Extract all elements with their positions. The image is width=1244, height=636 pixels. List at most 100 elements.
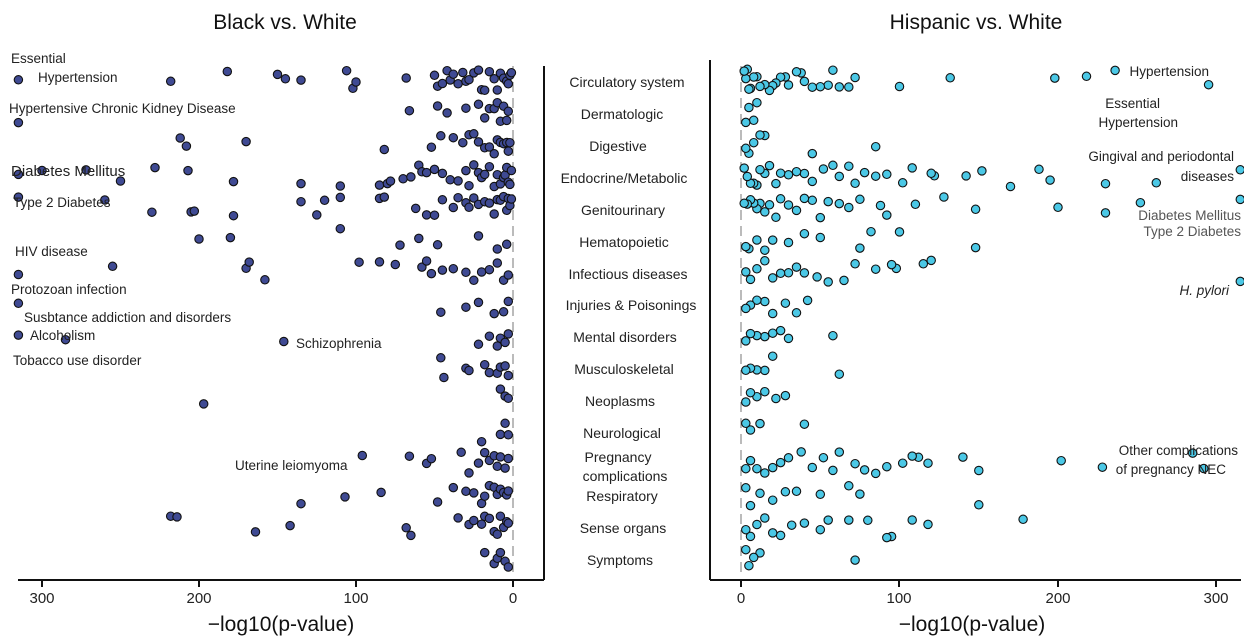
right-tick-label-200: 200 <box>1045 590 1070 607</box>
left-point-cat3-23 <box>469 160 479 170</box>
left-point-cat2-10 <box>473 137 484 147</box>
left-point-cat3-5 <box>183 165 193 176</box>
right-point-cat5-8 <box>760 245 770 255</box>
right-point-cat0-1 <box>1110 65 1120 76</box>
right-point-cat3-26 <box>764 160 775 171</box>
left-point-cat6-12 <box>448 263 459 274</box>
right-point-cat11-0 <box>799 419 810 429</box>
right-point-cat5-5 <box>799 228 810 239</box>
right-point-cat12-0 <box>1199 463 1209 474</box>
left-panel-title: Black vs. White <box>213 11 357 34</box>
left-point-cat2-7 <box>458 137 468 148</box>
category-label-symptoms: Symptoms <box>587 552 653 568</box>
left-point-cat13-5 <box>461 486 471 497</box>
right-point-cat3-18 <box>828 160 838 171</box>
left-point-cat3-11 <box>385 176 396 186</box>
right-point-cat3-12 <box>882 169 892 180</box>
left-annot-essential-line2: Hypertension <box>38 70 118 85</box>
right-point-cat13-9 <box>741 483 751 493</box>
right-point-cat0-5 <box>894 81 905 92</box>
right-point-cat10-4 <box>745 387 756 398</box>
category-label-respiratory: Respiratory <box>586 488 658 504</box>
right-point-cat0-23 <box>755 81 765 92</box>
right-point-cat9-2 <box>760 365 770 376</box>
right-point-cat12-8 <box>907 451 917 461</box>
left-point-cat1-1 <box>404 105 415 116</box>
left-point-cat7-4 <box>489 308 499 319</box>
left-point-cat13-0 <box>296 498 306 509</box>
left-point-cat2-2 <box>241 136 251 147</box>
right-annot-hpylori: H. pylori <box>1179 283 1230 298</box>
right-point-cat4-16 <box>791 205 802 216</box>
left-point-cat3-35 <box>505 179 515 190</box>
right-annot-gingival-line2: diseases <box>1181 169 1235 184</box>
left-point-cat8-3 <box>473 339 484 350</box>
right-point-cat15-1 <box>755 548 765 558</box>
right-annot-dm-line1: Diabetes Mellitus <box>1138 208 1241 223</box>
left-point-cat6-1 <box>107 261 118 272</box>
right-point-cat5-1 <box>894 227 905 237</box>
left-point-cat0-24 <box>484 66 495 77</box>
right-point-cat9-1 <box>767 351 778 361</box>
right-point-cat5-3 <box>855 243 865 253</box>
left-point-cat8-4 <box>484 331 495 341</box>
right-point-cat0-4 <box>945 73 955 83</box>
left-point-cat0-19 <box>464 74 474 85</box>
left-point-cat4-14 <box>429 210 440 220</box>
right-point-cat0-10 <box>823 80 833 90</box>
left-point-cat3-7 <box>296 178 306 189</box>
category-label-hematopoietic: Hematopoietic <box>579 234 669 250</box>
left-point-cat14-17 <box>503 518 514 528</box>
left-point-cat6-9 <box>421 256 432 266</box>
left-point-cat2-19 <box>505 137 515 148</box>
right-point-cat2-6 <box>741 143 751 154</box>
right-point-cat12-2 <box>1097 462 1108 472</box>
left-point-cat4-7 <box>312 210 322 220</box>
left-point-cat4-4 <box>189 206 200 216</box>
left-point-cat1-6 <box>479 113 490 123</box>
left-point-cat3-27 <box>484 161 495 172</box>
right-point-cat7-0 <box>802 295 813 306</box>
right-point-cat4-6 <box>910 199 921 210</box>
right-point-cat8-0 <box>828 330 838 341</box>
right-point-cat12-1 <box>1187 448 1198 458</box>
right-point-cat0-0 <box>1203 79 1214 90</box>
category-label-pregnancy-line2: complications <box>583 468 668 484</box>
left-tick-label-200: 200 <box>186 590 211 607</box>
right-point-cat3-28 <box>755 164 765 175</box>
left-point-cat3-12 <box>398 174 408 184</box>
right-point-cat6-15 <box>760 256 770 266</box>
right-point-cat12-23 <box>752 463 762 474</box>
right-point-cat3-2 <box>1100 178 1111 189</box>
left-point-cat14-1 <box>172 512 182 522</box>
left-point-cat9-5 <box>484 367 495 378</box>
left-point-cat14-6 <box>453 513 463 523</box>
left-annot-schizophrenia: Schizophrenia <box>296 336 382 351</box>
right-point-cat8-6 <box>745 328 756 339</box>
right-point-cat4-8 <box>875 200 886 211</box>
right-point-cat2-4 <box>748 137 759 148</box>
left-point-cat4-23 <box>484 198 495 208</box>
right-point-cat14-12 <box>767 528 778 538</box>
right-point-cat6-11 <box>791 262 802 272</box>
left-point-cat3-13 <box>406 172 416 182</box>
left-point-cat3-4 <box>150 162 160 173</box>
left-point-cat6-8 <box>417 262 427 272</box>
left-point-cat3-1 <box>37 165 47 176</box>
right-point-cat6-2 <box>918 259 929 269</box>
right-point-cat4-5 <box>939 192 949 202</box>
left-point-cat0-23 <box>479 85 490 96</box>
right-point-cat7-2 <box>780 298 791 308</box>
right-point-cat2-0 <box>870 141 881 152</box>
left-point-cat10-3 <box>503 393 514 404</box>
right-point-cat12-14 <box>834 447 845 457</box>
right-point-cat6-16 <box>752 264 762 274</box>
right-point-cat14-13 <box>760 513 770 523</box>
right-point-cat0-9 <box>828 65 838 75</box>
left-point-cat12-13 <box>503 453 514 464</box>
right-point-cat5-2 <box>866 226 876 237</box>
left-point-cat4-31 <box>506 194 517 204</box>
left-point-cat3-26 <box>479 169 490 180</box>
right-point-cat0-11 <box>815 81 826 92</box>
